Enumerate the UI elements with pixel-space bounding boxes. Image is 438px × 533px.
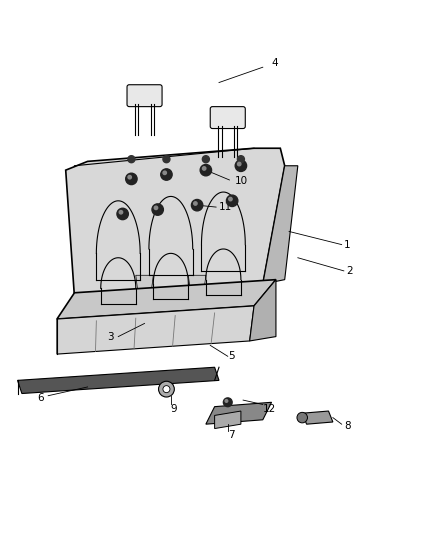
Circle shape	[117, 208, 128, 220]
FancyBboxPatch shape	[210, 107, 245, 128]
Polygon shape	[302, 411, 333, 424]
Circle shape	[202, 156, 209, 163]
Polygon shape	[263, 166, 298, 284]
Text: 6: 6	[37, 393, 44, 403]
Circle shape	[128, 175, 131, 179]
Circle shape	[191, 199, 203, 211]
Circle shape	[202, 167, 206, 170]
Circle shape	[163, 156, 170, 163]
Circle shape	[237, 163, 241, 166]
Polygon shape	[66, 148, 285, 297]
Polygon shape	[136, 275, 153, 293]
Text: 5: 5	[228, 351, 234, 361]
Circle shape	[225, 400, 228, 402]
Circle shape	[235, 160, 247, 172]
Circle shape	[159, 381, 174, 397]
Text: 3: 3	[107, 332, 114, 342]
Polygon shape	[57, 280, 276, 319]
Circle shape	[229, 197, 232, 201]
Polygon shape	[250, 280, 276, 341]
Circle shape	[223, 398, 232, 407]
Circle shape	[161, 169, 172, 180]
Circle shape	[200, 165, 212, 176]
Circle shape	[226, 195, 238, 206]
Polygon shape	[18, 367, 219, 393]
Text: 4: 4	[272, 58, 278, 68]
Polygon shape	[206, 402, 272, 424]
Circle shape	[194, 202, 197, 205]
Circle shape	[154, 206, 158, 209]
Text: 11: 11	[219, 203, 232, 212]
Circle shape	[126, 173, 137, 184]
Polygon shape	[188, 275, 206, 293]
Text: 2: 2	[346, 266, 353, 276]
Text: 9: 9	[171, 404, 177, 414]
Circle shape	[237, 156, 244, 163]
Text: 8: 8	[344, 422, 350, 431]
Text: 1: 1	[344, 240, 350, 249]
Circle shape	[128, 156, 135, 163]
Polygon shape	[215, 411, 241, 429]
FancyBboxPatch shape	[127, 85, 162, 107]
Circle shape	[297, 413, 307, 423]
Circle shape	[163, 386, 170, 393]
Text: 12: 12	[263, 404, 276, 414]
Polygon shape	[88, 152, 272, 245]
Circle shape	[163, 171, 166, 174]
Text: 10: 10	[234, 176, 247, 186]
Circle shape	[119, 211, 123, 214]
Polygon shape	[57, 306, 254, 354]
Circle shape	[152, 204, 163, 215]
Text: 7: 7	[228, 430, 234, 440]
